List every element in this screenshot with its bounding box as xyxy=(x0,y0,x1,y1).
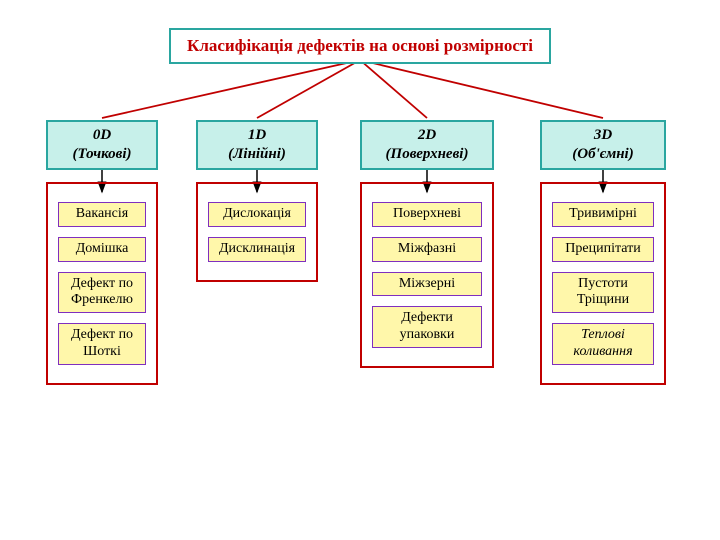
category-group: Дислокація Дисклинація xyxy=(196,182,318,282)
category-header-line1: 0D xyxy=(56,126,148,145)
category-header-line2: (Лінійні) xyxy=(206,145,308,164)
defect-item: Теплові коливання xyxy=(552,323,654,365)
defect-item: Міжзерні xyxy=(372,272,482,297)
category-header-line1: 2D xyxy=(370,126,484,145)
category-group: Тривимірні Преципітати Пустоти Тріщини Тепл… xyxy=(540,182,666,385)
defect-item: Дефект по Шоткі xyxy=(58,323,146,365)
category-header: 1D(Лінійні) xyxy=(196,120,318,170)
category-header-line2: (Точкові) xyxy=(56,145,148,164)
defect-item: Пустоти Тріщини xyxy=(552,272,654,314)
category-header-line2: (Об'ємні) xyxy=(550,145,656,164)
defect-item: Тривимірні xyxy=(552,202,654,227)
defect-item: Дефект по Френкелю xyxy=(58,272,146,314)
defect-item: Поверхневі xyxy=(372,202,482,227)
defect-item: Дисклинація xyxy=(208,237,306,262)
category-header-line2: (Поверхневі) xyxy=(370,145,484,164)
category-header-line1: 1D xyxy=(206,126,308,145)
defect-item: Дислокація xyxy=(208,202,306,227)
defect-item: Домішка xyxy=(58,237,146,262)
defect-item: Вакансія xyxy=(58,202,146,227)
category-header: 0D(Точкові) xyxy=(46,120,158,170)
category-header-line1: 3D xyxy=(550,126,656,145)
defect-item: Дефекти упаковки xyxy=(372,306,482,348)
category-group: Поверхневі Міжфазні Міжзерні Дефекти упаков… xyxy=(360,182,494,368)
category-group: Вакансія Домішка Дефект по Френкелю Дефект … xyxy=(46,182,158,385)
category-header: 2D(Поверхневі) xyxy=(360,120,494,170)
defect-item: Преципітати xyxy=(552,237,654,262)
defect-item: Міжфазні xyxy=(372,237,482,262)
category-header: 3D(Об'ємні) xyxy=(540,120,666,170)
title-text: Класифікація дефектів на основі розмірно… xyxy=(187,36,533,55)
diagram-title: Класифікація дефектів на основі розмірно… xyxy=(169,28,551,64)
